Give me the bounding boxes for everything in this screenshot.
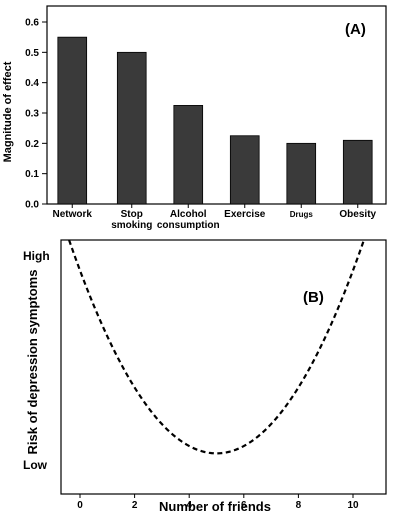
plot-frame-b <box>60 239 387 495</box>
x-tick-label-a: consumption <box>157 220 220 231</box>
x-tick-label-a: Drugs <box>290 210 314 219</box>
x-axis-b: 0 2 4 6 8 10 <box>77 494 359 511</box>
plot-frame-a <box>46 5 387 205</box>
y-tick-label-a: 0.5 <box>25 48 39 59</box>
y-tick-low: Low <box>23 458 48 472</box>
y-tick-label-a: 0.0 <box>25 200 39 211</box>
x-tick-label-a: Stop <box>121 209 143 220</box>
x-axis-label-b: Number of friends <box>159 499 271 514</box>
bar <box>286 142 317 205</box>
chart-b: (B) Risk of depression symptoms Number o… <box>23 239 387 514</box>
bar <box>116 51 147 205</box>
x-tick-label-a: Network <box>53 209 93 220</box>
y-axis-label-a: Magnitude of effect <box>2 61 14 162</box>
bar <box>342 139 373 205</box>
y-axis-label-b: Risk of depression symptoms <box>25 270 40 455</box>
y-tick-label-a: 0.1 <box>25 169 39 180</box>
y-tick-label-a: 0.6 <box>25 18 39 29</box>
x-tick-label-a: smoking <box>111 220 152 231</box>
y-tick-label-a: 0.4 <box>25 78 39 89</box>
bar <box>57 36 88 205</box>
panel-label-b: (B) <box>303 289 324 306</box>
y-tick-label-a: 0.3 <box>25 109 39 120</box>
x-tick-label-b: 8 <box>296 500 302 511</box>
bars-a <box>57 36 373 205</box>
x-tick-label-a: Alcohol <box>170 209 207 220</box>
bar <box>229 135 260 205</box>
bar <box>173 105 204 205</box>
x-tick-label-b: 10 <box>347 500 359 511</box>
chart-a: (A) Magnitude of effect 0.00.10.20.30.40… <box>2 5 387 231</box>
y-tick-label-a: 0.2 <box>25 139 39 150</box>
series-line-b <box>68 239 365 455</box>
x-tick-label-a: Exercise <box>224 209 266 220</box>
x-tick-label-a: Obesity <box>339 209 376 220</box>
y-tick-high: High <box>23 249 50 263</box>
x-tick-label-b: 6 <box>241 500 247 511</box>
x-tick-label-b: 0 <box>77 500 83 511</box>
panel-label-a: (A) <box>345 21 366 38</box>
x-tick-label-b: 4 <box>186 500 192 511</box>
y-axis-a: 0.0 0.1 0.2 0.3 0.4 0.5 0.6 <box>25 18 47 211</box>
x-tick-label-b: 2 <box>132 500 138 511</box>
